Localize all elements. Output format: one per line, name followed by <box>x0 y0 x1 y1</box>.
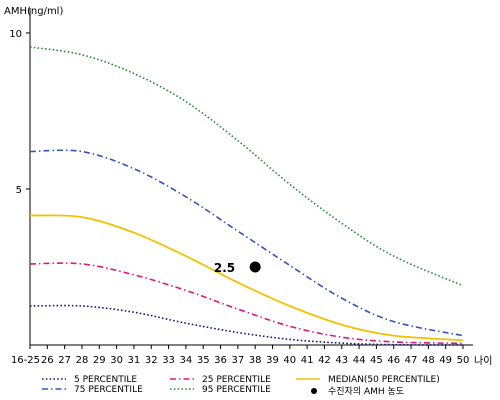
y-tick-label: 10 <box>9 29 22 40</box>
series-line-25-percentile <box>29 262 464 345</box>
x-tick-label: 28 <box>76 355 89 366</box>
legend-label-5-percentile: 5 PERCENTILE <box>74 375 137 385</box>
legend-label-median-50-percentile-: MEDIAN(50 PERCENTILE) <box>328 375 440 385</box>
x-tick-label: 33 <box>162 355 175 366</box>
x-tick-label: 27 <box>58 355 71 366</box>
patient-amh-value-label: 2.5 <box>214 261 235 275</box>
x-tick-label: 48 <box>422 355 435 366</box>
x-axis-label: 나이 <box>474 355 492 367</box>
x-tick-label: 46 <box>387 355 400 366</box>
x-tick-label: 30 <box>110 355 123 366</box>
legend-label-95-percentile: 95 PERCENTILE <box>202 385 271 395</box>
series-line-95-percentile <box>29 46 464 287</box>
x-tick-label: 37 <box>231 355 244 366</box>
legend-label-25-percentile: 25 PERCENTILE <box>202 375 271 385</box>
series-line-75-percentile <box>29 149 464 337</box>
x-tick-label: 45 <box>370 355 383 366</box>
patient-amh-point <box>249 261 261 273</box>
x-tick-label: 44 <box>353 355 366 366</box>
x-tick-label: 36 <box>214 355 227 366</box>
axes: AMH(ng/ml) 나이 10 5 16-25 26 27 28 29 30 31 32 33 34 35… <box>4 6 492 367</box>
series-line-median-50-percentile- <box>29 214 464 342</box>
x-tick-label: 47 <box>405 355 418 366</box>
x-tick-label: 50 <box>457 355 470 366</box>
x-tick-label: 31 <box>128 355 141 366</box>
legend-label-75-percentile: 75 PERCENTILE <box>74 385 143 395</box>
x-tick-label: 43 <box>335 355 348 366</box>
x-tick-label: 42 <box>318 355 331 366</box>
y-tick-label: 5 <box>16 185 22 196</box>
x-tick-label: 34 <box>180 355 193 366</box>
legend-swatch-patient-point <box>311 388 317 394</box>
series-layer <box>29 46 464 346</box>
point-layer: 2.5 <box>214 261 261 275</box>
legend-label-patient-point: 수진자의 AMH 농도 <box>328 386 404 397</box>
legend: 5 PERCENTILE 25 PERCENTILE MEDIAN(50 PERCE… <box>42 375 440 397</box>
x-tick-label: 35 <box>197 355 210 366</box>
y-axis-label: AMH(ng/ml) <box>4 6 63 17</box>
x-tick-label: 29 <box>93 355 106 366</box>
x-tick-label: 38 <box>249 355 262 366</box>
x-tick-label: 41 <box>301 355 314 366</box>
series-line-5-percentile <box>29 304 464 346</box>
x-tick-label: 40 <box>283 355 296 366</box>
x-tick-label: 49 <box>439 355 452 366</box>
x-tick-label: 32 <box>145 355 158 366</box>
x-tick-label: 39 <box>266 355 279 366</box>
x-tick-label: 26 <box>41 355 54 366</box>
x-tick-label: 16-25 <box>11 355 40 366</box>
